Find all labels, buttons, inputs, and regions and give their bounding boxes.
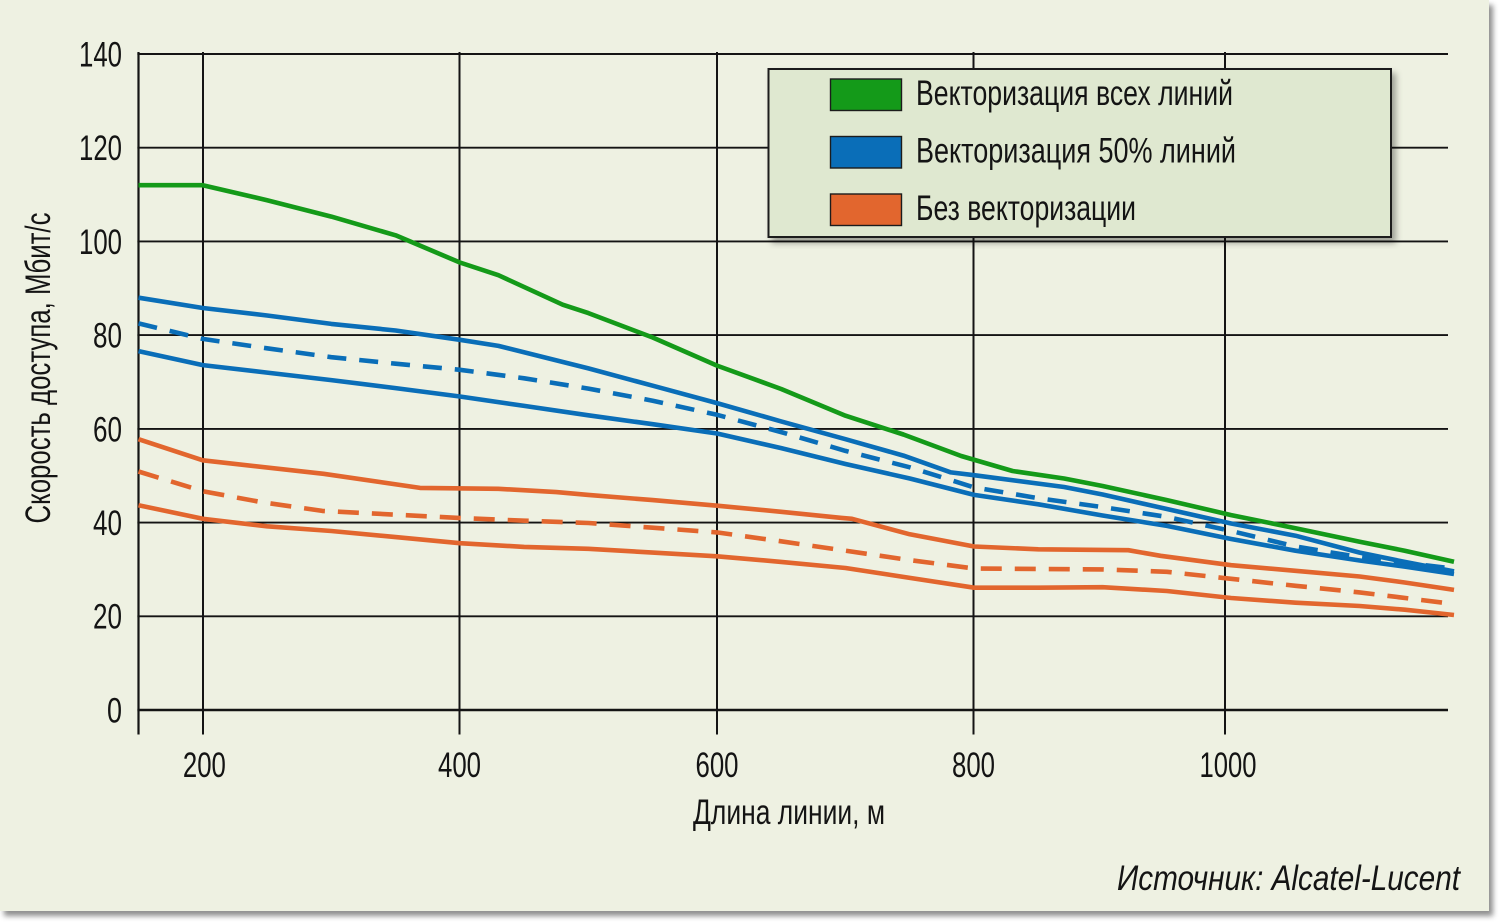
svg-text:600: 600 bbox=[696, 746, 739, 785]
svg-text:200: 200 bbox=[183, 746, 226, 785]
svg-text:0: 0 bbox=[107, 691, 122, 730]
svg-text:Скорость доступа, Мбит/с: Скорость доступа, Мбит/с bbox=[19, 213, 58, 524]
svg-text:800: 800 bbox=[952, 746, 995, 785]
svg-text:1000: 1000 bbox=[1200, 746, 1257, 785]
svg-text:400: 400 bbox=[438, 746, 481, 785]
svg-text:40: 40 bbox=[93, 504, 122, 543]
svg-text:60: 60 bbox=[93, 410, 122, 449]
svg-text:120: 120 bbox=[79, 129, 122, 168]
svg-text:Векторизация 50% линий: Векторизация 50% линий bbox=[916, 132, 1236, 171]
svg-text:Источник: Alcatel-Lucent: Источник: Alcatel-Lucent bbox=[1117, 859, 1461, 898]
svg-text:Векторизация всех линий: Векторизация всех линий bbox=[916, 74, 1233, 113]
svg-text:20: 20 bbox=[93, 598, 122, 637]
svg-text:140: 140 bbox=[79, 35, 122, 74]
svg-text:100: 100 bbox=[79, 223, 122, 262]
svg-text:Без векторизации: Без векторизации bbox=[916, 189, 1136, 228]
svg-text:Длина линии, м: Длина линии, м bbox=[693, 793, 885, 832]
svg-text:80: 80 bbox=[93, 317, 122, 356]
